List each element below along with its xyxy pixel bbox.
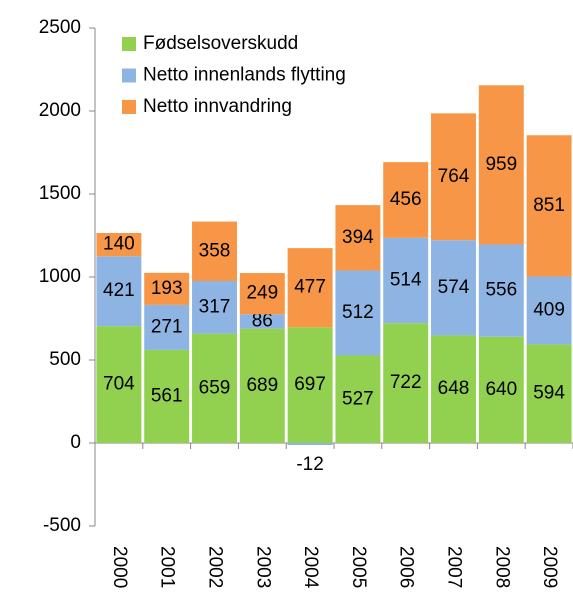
legend-label: Netto innvandring xyxy=(143,96,292,117)
data-label: 561 xyxy=(151,385,183,406)
bar-segment xyxy=(431,335,476,443)
data-label: 594 xyxy=(533,383,565,404)
data-label: 764 xyxy=(438,166,470,187)
bar-segment xyxy=(239,328,285,443)
legend-swatch xyxy=(122,37,136,51)
x-tick-label: 2007 xyxy=(443,546,464,588)
data-label: 689 xyxy=(246,375,278,396)
data-label: -12 xyxy=(296,454,323,475)
y-tick-label: 2500 xyxy=(39,17,81,38)
x-tick-label: 2002 xyxy=(204,546,225,588)
y-tick-label: 1500 xyxy=(39,183,81,204)
data-label: 648 xyxy=(438,378,470,399)
data-label: 959 xyxy=(485,154,517,175)
legend-swatch xyxy=(122,68,136,83)
bar-segment xyxy=(287,443,333,445)
data-label: 697 xyxy=(294,374,326,395)
bar-segment xyxy=(144,272,190,305)
data-label: 477 xyxy=(294,277,326,298)
data-label: 851 xyxy=(533,195,565,216)
data-label: 527 xyxy=(342,388,374,409)
bar-segment xyxy=(335,205,381,271)
bar-segment xyxy=(239,314,285,329)
data-label: 574 xyxy=(438,277,470,298)
y-tick-label: 2000 xyxy=(39,100,81,121)
legend-label: Fødselsoverskudd xyxy=(143,33,298,54)
data-label: 512 xyxy=(342,302,374,323)
bar-segment xyxy=(287,248,333,328)
x-tick-label: 2005 xyxy=(348,546,369,588)
bar-segment xyxy=(192,333,237,443)
bar-segment xyxy=(478,85,524,245)
bar-segment xyxy=(192,280,237,334)
y-tick-label: 0 xyxy=(70,432,81,453)
x-tick-label: 2000 xyxy=(109,546,130,588)
bar-segment xyxy=(526,344,572,443)
x-tick-label: 2003 xyxy=(252,546,273,588)
bar-segment xyxy=(478,244,524,337)
x-tick-label: 2008 xyxy=(491,546,512,588)
bar-segment xyxy=(383,162,429,238)
bar-segment xyxy=(431,113,476,241)
x-tick-label: 2004 xyxy=(300,546,321,589)
data-label: 193 xyxy=(151,278,183,299)
bar-segment xyxy=(431,240,476,336)
y-tick-label: -500 xyxy=(43,515,81,536)
legend-swatch xyxy=(122,100,136,114)
data-label: 456 xyxy=(390,189,422,210)
x-tick-label: 2001 xyxy=(157,546,178,588)
y-tick-label: 1000 xyxy=(39,266,81,287)
data-label: 249 xyxy=(246,283,278,304)
data-label: 140 xyxy=(103,234,135,255)
bar-segment xyxy=(335,270,381,356)
data-label: 640 xyxy=(485,379,517,400)
bar-segment xyxy=(96,233,142,257)
x-tick-label: 2006 xyxy=(396,546,417,588)
data-label: 86 xyxy=(252,311,273,332)
data-label: 358 xyxy=(199,240,231,261)
bar-segment xyxy=(96,256,142,327)
data-label: 271 xyxy=(151,316,183,337)
bar-segment xyxy=(239,273,285,315)
bar-segment xyxy=(383,237,429,324)
x-tick-label: 2009 xyxy=(539,546,560,588)
data-label: 704 xyxy=(103,374,135,395)
data-label: 659 xyxy=(199,377,231,398)
data-label: 394 xyxy=(342,227,374,248)
bar-segment xyxy=(287,327,333,443)
bar-segment xyxy=(383,323,429,443)
data-label: 556 xyxy=(485,280,517,301)
data-label: 317 xyxy=(199,296,231,317)
y-tick-label: 500 xyxy=(49,349,81,370)
bar-segment xyxy=(144,349,190,443)
bar-segment xyxy=(144,304,190,350)
data-label: 722 xyxy=(390,372,422,393)
bar-segment xyxy=(192,221,237,281)
bar-segment xyxy=(478,336,524,443)
data-label: 514 xyxy=(390,270,422,291)
legend-label: Netto innenlands flytting xyxy=(143,65,346,86)
data-label: 421 xyxy=(103,280,135,301)
bar-segment xyxy=(335,355,381,443)
bar-segment xyxy=(526,276,572,345)
bar-segment xyxy=(526,135,572,277)
bar-segment xyxy=(96,326,142,443)
data-label: 409 xyxy=(533,299,565,320)
